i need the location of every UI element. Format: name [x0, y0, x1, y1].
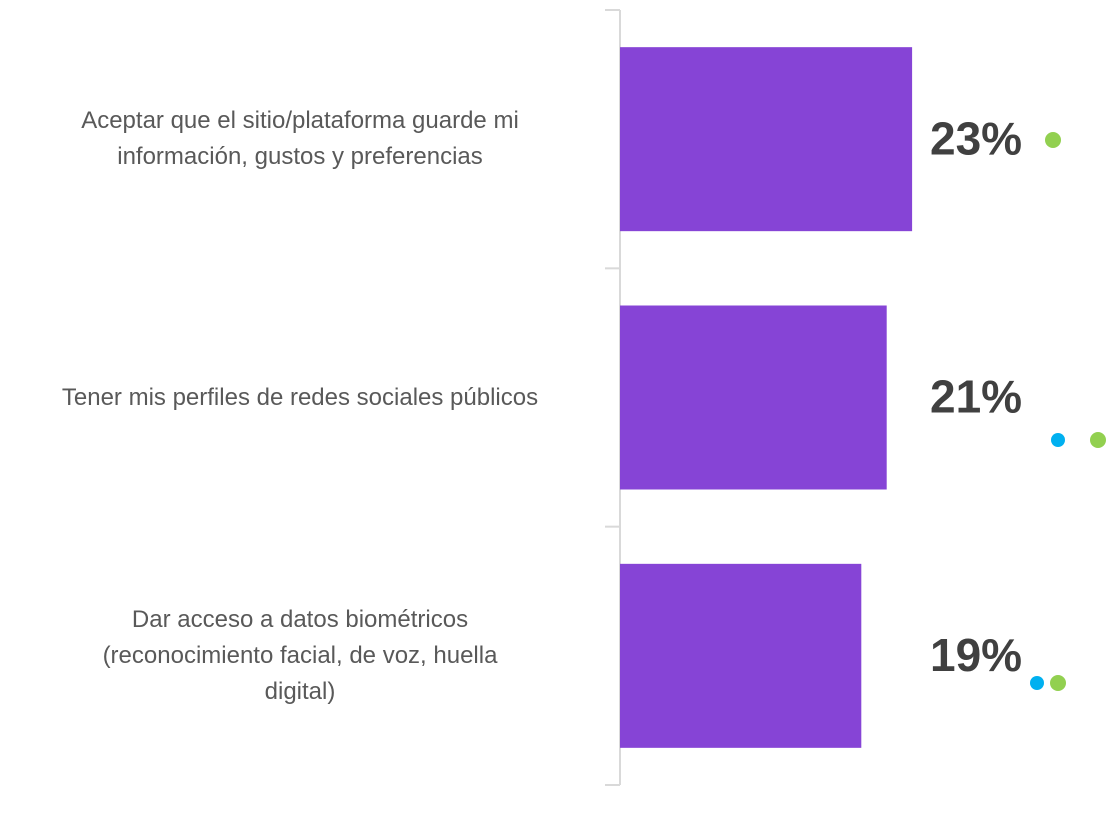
markers [1045, 132, 1106, 691]
markers [1030, 433, 1065, 690]
bar [620, 47, 913, 232]
category-label: Dar acceso a datos biométricos (reconoci… [102, 605, 498, 705]
value-label: 19% [930, 629, 1022, 681]
bar [620, 305, 887, 490]
category-label: Tener mis perfiles de redes sociales púb… [61, 383, 539, 411]
green-dot [1050, 675, 1066, 691]
blue-dot [1030, 676, 1044, 690]
green-dot [1090, 432, 1106, 448]
blue-dot [1051, 433, 1065, 447]
category-label: Aceptar que el sitio/plataforma guarde m… [81, 107, 519, 171]
value-label: 23% [930, 112, 1022, 164]
green-dot [1045, 132, 1061, 148]
bar [620, 563, 862, 748]
value-label: 21% [930, 371, 1022, 423]
